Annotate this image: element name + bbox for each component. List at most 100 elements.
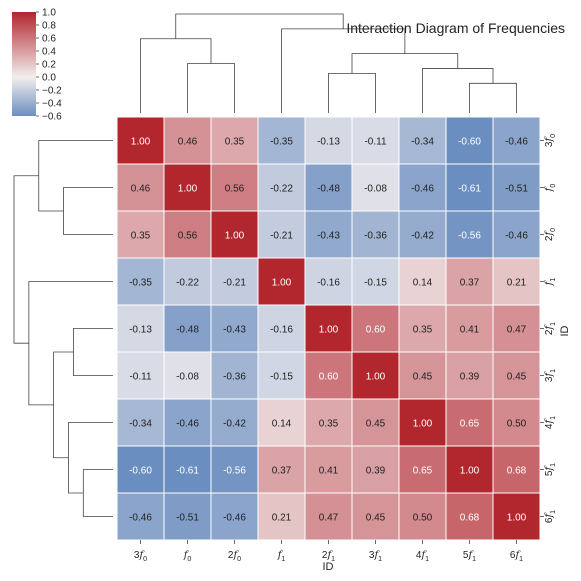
heatmap-cell [492,492,541,541]
heatmap-cell [445,398,494,447]
cell-value-label: -0.21 [223,278,246,289]
x-tick-label: 5f1 [463,550,476,563]
cell-value-label: 0.46 [131,184,151,195]
x-tick-label: 2f0 [228,550,241,563]
row-dendrogram [13,140,113,517]
tick-symbol: f [544,279,555,286]
cell-value-label: -0.36 [364,231,387,242]
heatmap-cell [163,163,212,212]
tick-subscript: 1 [472,556,476,563]
heatmap-cell [116,210,165,259]
tick-symbol: f [544,512,555,519]
heatmap-cell [445,445,494,494]
cell-value-label: -0.34 [411,137,434,148]
tick-subscript: 1 [378,556,382,563]
tick-prefix: 2 [544,235,555,241]
cell-value-label: -0.13 [317,137,340,148]
cell-value-label: 0.45 [413,372,433,383]
tick-symbol: f [183,550,190,561]
tick-subscript: 1 [550,463,557,467]
dendrogram-link [422,68,494,113]
cell-value-label: -0.56 [458,231,481,242]
heatmap-cell [257,210,306,259]
heatmap-cell [492,445,541,494]
cell-value-label: 0.56 [178,231,198,242]
cell-value-label: 1.00 [460,466,480,477]
cell-value-label: 1.00 [225,231,245,242]
tick-symbol: f [544,324,555,331]
heatmap-cell [445,116,494,165]
tick-subscript: 1 [550,278,557,282]
cell-value-label: -0.35 [129,278,152,289]
cell-value-label: -0.21 [270,231,293,242]
y-tick-label: f0 [544,184,557,193]
cell-value-label: 0.21 [507,278,527,289]
tick-subscript: 0 [550,184,557,188]
tick-symbol: f [326,550,333,561]
cell-value-label: 0.35 [413,325,433,336]
cell-value-label: -0.36 [223,372,246,383]
tick-subscript: 1 [550,322,557,326]
colorbar-tick-label: −0.2 [42,86,62,97]
heatmap-cell [398,210,447,259]
tick-subscript: 0 [143,556,147,563]
cell-value-label: 0.50 [507,419,527,430]
dendrogram-link [68,422,113,494]
cell-value-label: -0.11 [364,137,386,148]
heatmap-cell [351,210,400,259]
cell-value-label: 0.65 [413,466,433,477]
cell-value-label: 0.46 [178,137,198,148]
cell-value-label: -0.51 [505,184,528,195]
cell-value-label: 0.50 [413,513,433,524]
cell-value-label: 0.37 [272,466,292,477]
x-tick-labels: 3f0 f0 2f0 f1 2f1 3f1 4f1 5f1 6f1 [134,540,523,563]
cell-value-label: -0.15 [270,372,293,383]
colorbar-tick-label: 0.6 [42,34,56,45]
cell-value-label: 1.00 [413,419,433,430]
cell-value-label: -0.34 [129,419,152,430]
y-tick-label: 2f1 [544,322,557,335]
tick-subscript: 0 [187,556,191,563]
colorbar-tick-label: 0.4 [42,47,56,58]
cell-value-label: -0.13 [129,325,152,336]
heatmap-cell [116,257,165,306]
tick-symbol: f [544,418,555,425]
dendrogram-link [28,281,113,406]
tick-symbol: f [544,465,555,472]
tick-symbol: f [373,550,380,561]
heatmap-cell [445,492,494,541]
cell-value-label: 0.68 [460,513,480,524]
cell-value-label: -0.61 [458,184,481,195]
colorbar-tick-label: 0.8 [42,21,56,32]
cell-value-label: -0.60 [458,137,481,148]
colorbar-tick-label: −0.6 [42,112,62,123]
heatmap-cell [351,163,400,212]
cell-value-label: 0.21 [272,513,292,524]
cell-value-label: -0.46 [129,513,152,524]
cell-value-label: -0.35 [270,137,293,148]
heatmap-cell [304,210,353,259]
tick-symbol: f [544,185,555,192]
y-tick-label: f1 [544,278,557,287]
dendrogram-link [73,328,113,376]
tick-subscript: 1 [281,556,285,563]
cell-value-label: -0.60 [129,466,152,477]
heatmap-cell [351,304,400,353]
heatmap-cell [351,116,400,165]
cell-value-label: 0.39 [460,372,480,383]
heatmap-cell [210,351,259,400]
cell-value-label: 1.00 [507,513,527,524]
tick-prefix: 6 [544,517,555,523]
tick-symbol: f [232,550,239,561]
y-tick-label: 3f0 [544,134,557,147]
heatmap-cell [445,304,494,353]
heatmap-cell [257,492,306,541]
x-tick-label: 3f1 [369,550,382,563]
cell-value-label: 0.14 [413,278,433,289]
cell-value-label: 0.60 [366,325,386,336]
x-tick-label: f0 [183,550,192,563]
cell-value-label: 1.00 [319,325,339,336]
dendrogram-link [53,351,74,459]
